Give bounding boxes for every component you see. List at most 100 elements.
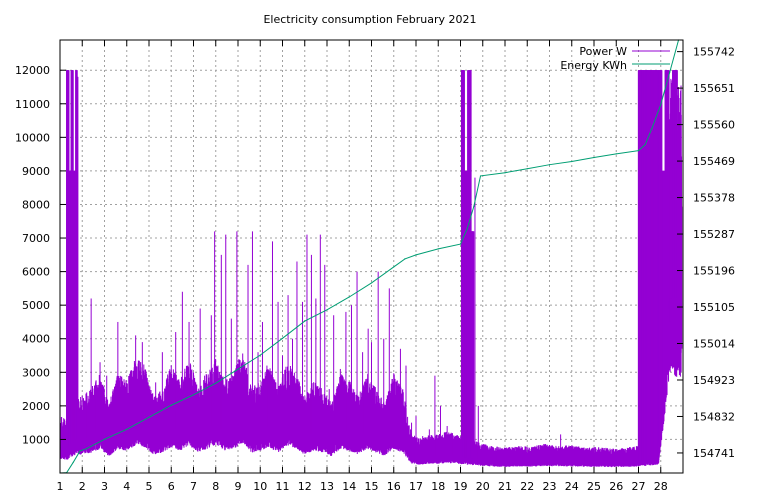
x-tick-label: 26 xyxy=(609,480,623,493)
y-right-tick-label: 155560 xyxy=(693,119,735,132)
energy-point xyxy=(192,394,195,396)
x-tick-label: 4 xyxy=(123,480,130,493)
energy-point xyxy=(393,266,395,268)
y-right-tick-label: 154741 xyxy=(693,447,735,460)
x-tick-label: 11 xyxy=(276,480,290,493)
y-right-tick-label: 155651 xyxy=(693,82,735,95)
legend-label-energy: Energy KWh xyxy=(560,59,627,72)
x-tick-label: 20 xyxy=(476,480,490,493)
y-right-tick-label: 155469 xyxy=(693,155,735,168)
energy-point xyxy=(126,428,128,430)
x-tick-label: 5 xyxy=(146,480,153,493)
x-tick-label: 15 xyxy=(365,480,379,493)
x-axis-ticks: 1 2 3 4 5 6 7 8 9 10 11 12 13 14 15 16 17 18 19 20 21 22 23 24 2… xyxy=(57,40,668,493)
y-left-tick-label: 11000 xyxy=(15,98,50,111)
x-tick-label: 10 xyxy=(253,480,267,493)
energy-line xyxy=(59,39,680,474)
energy-point xyxy=(237,368,239,370)
energy-point xyxy=(660,103,662,106)
x-tick-label: 12 xyxy=(298,480,312,493)
x-tick-label: 7 xyxy=(190,480,197,493)
x-tick-label: 8 xyxy=(212,480,219,493)
energy-point xyxy=(86,447,88,450)
x-tick-label: 28 xyxy=(654,480,668,493)
energy-point xyxy=(259,354,261,356)
y-right-tick-label: 155378 xyxy=(693,192,735,205)
y-right-tick-label: 155742 xyxy=(693,46,735,59)
y-left-tick-label: 4000 xyxy=(22,333,50,346)
y-left-tick-label: 5000 xyxy=(22,299,50,312)
legend-label-power: Power W xyxy=(579,45,627,58)
x-tick-label: 19 xyxy=(454,480,468,493)
energy-point xyxy=(281,337,284,339)
x-tick-label: 14 xyxy=(342,480,356,493)
energy-point xyxy=(304,320,306,322)
y-left-tick-label: 9000 xyxy=(22,165,50,178)
power-series xyxy=(59,70,683,468)
y-right-tick-label: 155196 xyxy=(693,265,735,278)
x-tick-label: 6 xyxy=(168,480,175,493)
x-tick-label: 1 xyxy=(57,480,64,493)
x-tick-label: 21 xyxy=(498,480,512,493)
x-tick-label: 16 xyxy=(387,480,401,493)
y-left-axis-ticks: 1000 2000 3000 4000 5000 6000 7000 8000 9000 1000… xyxy=(15,64,66,446)
energy-point xyxy=(326,309,328,311)
energy-point xyxy=(215,382,217,384)
y-left-tick-label: 12000 xyxy=(15,64,50,77)
energy-point xyxy=(148,416,150,418)
y-left-tick-label: 2000 xyxy=(22,400,50,413)
x-tick-label: 23 xyxy=(543,480,557,493)
energy-point xyxy=(370,282,373,284)
energy-point xyxy=(548,164,551,166)
x-tick-label: 22 xyxy=(520,480,534,493)
legend: Power W Energy KWh xyxy=(560,45,670,72)
energy-point xyxy=(593,156,595,159)
y-right-axis-ticks: 154741 154832 154923 155014 155105 155196 1552… xyxy=(677,46,735,460)
y-right-tick-label: 154923 xyxy=(693,374,735,387)
y-left-tick-label: 1000 xyxy=(22,433,50,446)
energy-point xyxy=(404,258,406,260)
x-tick-label: 25 xyxy=(587,480,601,493)
energy-point xyxy=(415,254,417,256)
x-tick-label: 2 xyxy=(79,480,86,493)
energy-point xyxy=(103,438,106,440)
energy-point xyxy=(79,450,81,452)
energy-point xyxy=(479,175,482,177)
energy-series xyxy=(59,39,680,474)
x-tick-label: 24 xyxy=(565,480,579,493)
chart-title: Electricity consumption February 2021 xyxy=(263,13,476,26)
x-tick-label: 18 xyxy=(431,480,445,493)
y-right-tick-label: 155287 xyxy=(693,228,735,241)
x-tick-label: 27 xyxy=(632,480,646,493)
energy-point xyxy=(651,128,653,130)
power-trace xyxy=(59,76,683,468)
energy-point xyxy=(504,172,506,174)
energy-point xyxy=(466,228,468,230)
energy-point xyxy=(571,160,573,163)
energy-point xyxy=(615,153,617,155)
x-tick-label: 9 xyxy=(235,480,242,493)
energy-point xyxy=(637,150,640,152)
energy-point xyxy=(437,248,439,250)
y-left-tick-label: 3000 xyxy=(22,366,50,379)
energy-point xyxy=(669,71,671,74)
y-left-tick-label: 6000 xyxy=(22,266,50,279)
energy-point xyxy=(348,296,350,298)
y-left-tick-label: 10000 xyxy=(15,131,50,144)
energy-point xyxy=(459,243,462,245)
y-right-tick-label: 155014 xyxy=(693,338,735,351)
x-tick-label: 17 xyxy=(409,480,423,493)
y-right-tick-label: 155105 xyxy=(693,301,735,314)
energy-point xyxy=(644,144,646,146)
y-left-tick-label: 7000 xyxy=(22,232,50,245)
energy-point xyxy=(72,461,74,463)
energy-point xyxy=(473,205,475,207)
x-tick-label: 3 xyxy=(101,480,108,493)
y-left-tick-label: 8000 xyxy=(22,198,50,211)
x-tick-label: 13 xyxy=(320,480,334,493)
energy-point xyxy=(170,404,172,406)
y-right-tick-label: 154832 xyxy=(693,410,735,423)
energy-point xyxy=(526,168,528,170)
